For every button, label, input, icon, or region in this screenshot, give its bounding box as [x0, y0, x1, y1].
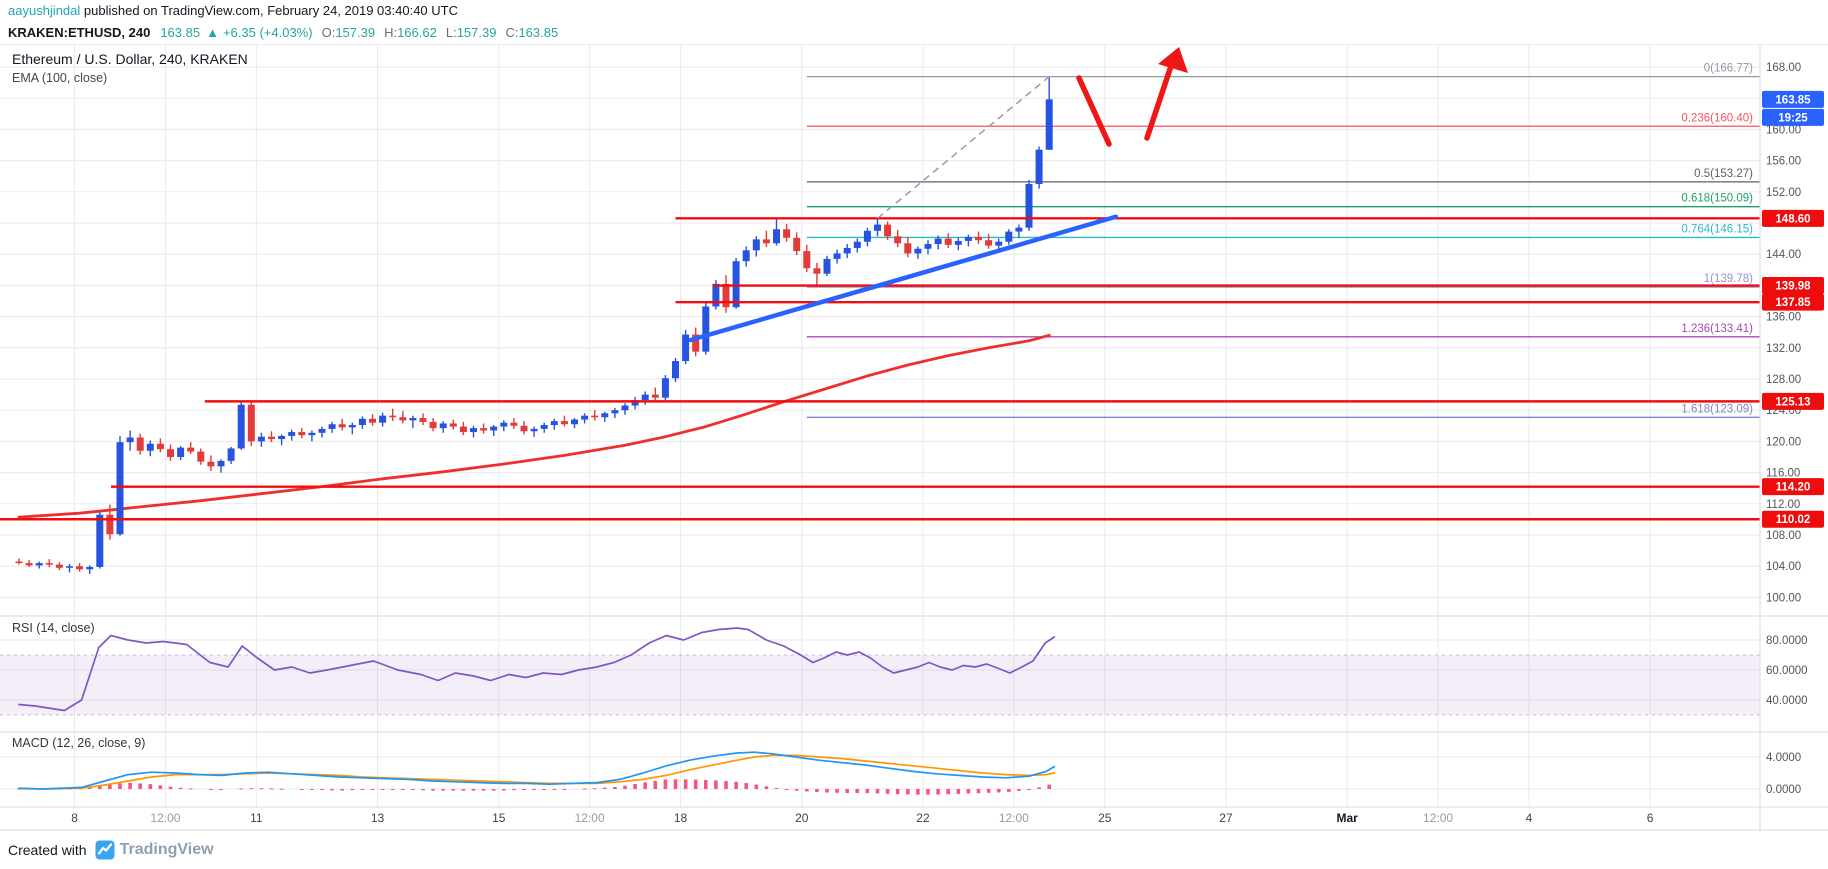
svg-text:110.02: 110.02	[1776, 514, 1811, 526]
svg-text:100.00: 100.00	[1766, 592, 1801, 604]
publish-info-bar: aayushjindal published on TradingView.co…	[0, 0, 1828, 21]
gridlines	[0, 45, 1760, 807]
main-pane-legend[interactable]: Ethereum / U.S. Dollar, 240, KRAKEN EMA …	[12, 51, 248, 85]
low-label: L:	[445, 25, 457, 40]
svg-text:104.00: 104.00	[1766, 561, 1801, 573]
svg-text:132.00: 132.00	[1766, 343, 1801, 355]
candlestick-series[interactable]	[15, 77, 1053, 574]
svg-text:108.00: 108.00	[1766, 530, 1801, 542]
close-value: 163.85	[518, 25, 559, 40]
svg-text:1.236(133.41): 1.236(133.41)	[1681, 323, 1753, 335]
svg-text:1.618(123.09): 1.618(123.09)	[1681, 403, 1753, 415]
svg-text:4: 4	[1526, 811, 1533, 825]
rsi-plot[interactable]	[18, 627, 1056, 712]
main-legend-title[interactable]: Ethereum / U.S. Dollar, 240, KRAKEN	[12, 51, 248, 67]
svg-text:22: 22	[916, 811, 930, 825]
svg-text:6: 6	[1647, 811, 1654, 825]
svg-text:163.85: 163.85	[1775, 94, 1811, 106]
svg-text:144.00: 144.00	[1766, 249, 1801, 261]
svg-text:60.0000: 60.0000	[1766, 665, 1808, 677]
rsi-legend[interactable]: RSI (14, close)	[12, 621, 95, 635]
svg-text:Mar: Mar	[1336, 811, 1358, 825]
svg-text:12:00: 12:00	[575, 811, 605, 825]
svg-text:152.00: 152.00	[1766, 187, 1801, 199]
svg-text:15: 15	[492, 811, 506, 825]
svg-text:0.618(150.09): 0.618(150.09)	[1681, 193, 1753, 205]
svg-text:0.764(146.15): 0.764(146.15)	[1681, 223, 1753, 235]
close-label: C:	[505, 25, 519, 40]
svg-text:139.98: 139.98	[1775, 281, 1811, 293]
svg-text:112.00: 112.00	[1766, 499, 1800, 511]
trend-line[interactable]	[688, 214, 1119, 343]
tradingview-logo-icon[interactable]	[95, 840, 115, 860]
svg-text:125.13: 125.13	[1775, 396, 1810, 408]
open-value: 157.39	[335, 25, 376, 40]
change-arrow-icon: ▲	[206, 25, 219, 40]
high-value: 166.62	[397, 25, 437, 40]
svg-text:168.00: 168.00	[1766, 62, 1801, 74]
chart-canvas[interactable]: 0(166.77) 0.236(160.40) 0.5(153.27) 0.618(1…	[0, 45, 1828, 831]
price-change: +6.35 (+4.03%)	[222, 25, 313, 40]
svg-text:156.00: 156.00	[1766, 156, 1801, 168]
svg-text:137.85: 137.85	[1775, 297, 1811, 309]
svg-text:136.00: 136.00	[1766, 312, 1801, 324]
svg-text:128.00: 128.00	[1766, 374, 1801, 386]
svg-text:18: 18	[674, 811, 688, 825]
created-with-text: Created with	[8, 842, 87, 858]
fib-retracement[interactable]: 0(166.77) 0.236(160.40) 0.5(153.27) 0.618(1…	[806, 63, 1760, 418]
drawn-arrow[interactable]	[1076, 47, 1188, 147]
svg-text:4.0000: 4.0000	[1766, 752, 1801, 764]
svg-text:116.00: 116.00	[1766, 468, 1800, 480]
svg-text:11: 11	[250, 811, 263, 825]
svg-text:160.00: 160.00	[1766, 124, 1801, 136]
dashed-line[interactable]	[876, 75, 1050, 219]
chart-area[interactable]: 0(166.77) 0.236(160.40) 0.5(153.27) 0.618(1…	[0, 45, 1828, 831]
macd-legend[interactable]: MACD (12, 26, close, 9)	[12, 736, 146, 750]
time-axis[interactable]: 8 12:00 11 13 15 12:00 18 20 22 12:00 25 27 Mar 12:00…	[71, 811, 1654, 825]
svg-text:12:00: 12:00	[999, 811, 1029, 825]
svg-text:148.60: 148.60	[1775, 213, 1810, 225]
svg-text:120.00: 120.00	[1766, 436, 1801, 448]
symbol-info-bar: KRAKEN:ETHUSD, 240 163.85 ▲ +6.35 (+4.03%) O…	[0, 21, 1828, 45]
svg-text:0.0000: 0.0000	[1766, 784, 1801, 796]
svg-text:40.0000: 40.0000	[1766, 695, 1808, 707]
high-label: H:	[384, 25, 398, 40]
svg-text:0(166.77): 0(166.77)	[1704, 63, 1753, 75]
svg-text:25: 25	[1098, 811, 1112, 825]
svg-text:13: 13	[371, 811, 385, 825]
price-badges: 148.60 139.98 137.85 125.13 114.20 110.02 163.…	[1762, 90, 1824, 528]
svg-text:27: 27	[1219, 811, 1233, 825]
support-resistance-lines[interactable]	[0, 217, 1760, 521]
svg-text:8: 8	[71, 811, 78, 825]
svg-text:114.20: 114.20	[1776, 482, 1811, 494]
svg-text:80.0000: 80.0000	[1766, 635, 1808, 647]
low-value: 157.39	[456, 25, 497, 40]
rsi-band	[0, 654, 1760, 716]
svg-text:12:00: 12:00	[150, 811, 180, 825]
last-price: 163.85	[160, 25, 201, 40]
pane-separators	[0, 45, 1828, 831]
ema-legend[interactable]: EMA (100, close)	[12, 71, 108, 85]
publish-info-text: published on TradingView.com, February 2…	[80, 3, 458, 18]
svg-text:1(139.78): 1(139.78)	[1704, 273, 1753, 285]
ema-line[interactable]	[17, 333, 1051, 519]
svg-text:12:00: 12:00	[1423, 811, 1453, 825]
footer-bar: Created with TradingView	[0, 831, 1828, 869]
macd-plot[interactable]	[17, 751, 1056, 795]
svg-text:0.236(160.40): 0.236(160.40)	[1681, 112, 1753, 124]
svg-text:20: 20	[795, 811, 809, 825]
svg-text:19:25: 19:25	[1778, 112, 1808, 124]
publisher-link[interactable]: aayushjindal	[8, 3, 81, 18]
symbol-title: KRAKEN:ETHUSD, 240	[8, 25, 151, 40]
open-label: O:	[321, 25, 336, 40]
tradingview-wordmark[interactable]: TradingView	[119, 841, 214, 858]
svg-text:0.5(153.27): 0.5(153.27)	[1694, 168, 1753, 180]
